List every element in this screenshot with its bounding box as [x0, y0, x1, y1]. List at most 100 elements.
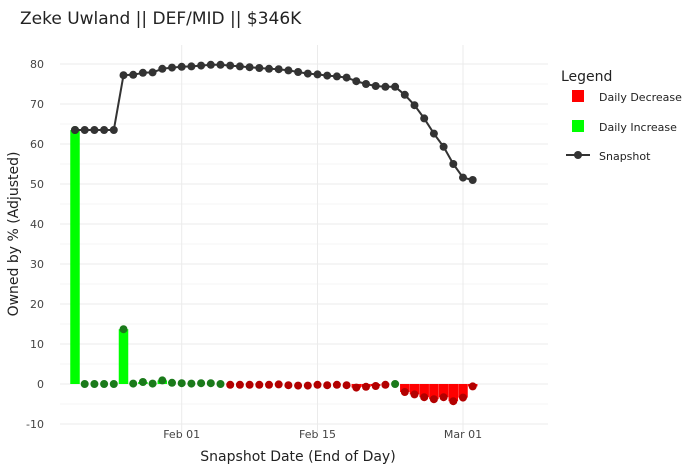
snapshot-point — [177, 62, 186, 71]
y-tick-label: -10 — [26, 418, 44, 431]
decrease-bar — [429, 384, 439, 400]
snapshot-point — [129, 70, 138, 79]
y-axis-title: Owned by % (Adjusted) — [6, 152, 22, 317]
change-point — [449, 397, 458, 406]
change-point — [216, 380, 225, 388]
change-point — [90, 380, 99, 388]
change-point — [391, 380, 400, 388]
y-tick-label: 40 — [30, 218, 44, 231]
change-point — [313, 380, 322, 389]
change-point — [410, 390, 419, 399]
snapshot-point — [439, 142, 448, 151]
x-tick-label: Feb 01 — [163, 428, 200, 441]
change-point — [303, 381, 312, 390]
snapshot-point — [332, 72, 341, 81]
snapshot-point — [449, 160, 458, 168]
snapshot-point — [420, 114, 429, 123]
snapshot-point — [255, 64, 264, 72]
snapshot-point — [148, 68, 157, 77]
axis-ticks: -10 0 10 20 30 40 50 60 70 80 Feb 01 Feb 15 Mar 01 — [26, 58, 482, 441]
plot-bars — [70, 130, 478, 402]
snapshot-point — [100, 126, 109, 134]
snapshot-point — [119, 71, 128, 80]
change-point — [187, 379, 196, 388]
snapshot-point — [391, 82, 400, 91]
snapshot-point — [468, 176, 477, 184]
decrease-bar — [409, 384, 420, 395]
legend-increase-label: Daily Increase — [599, 121, 677, 134]
snapshot-point — [352, 77, 361, 86]
x-tick-label: Feb 15 — [299, 428, 336, 441]
x-axis-title: Snapshot Date (End of Day) — [200, 449, 395, 464]
change-point — [429, 395, 438, 404]
decrease-bar — [438, 384, 449, 398]
snapshot-point — [226, 61, 235, 70]
y-tick-label: 20 — [30, 298, 44, 311]
snapshot-point — [216, 60, 225, 69]
snapshot-point — [459, 173, 467, 182]
change-point — [158, 376, 167, 385]
snapshot-point — [138, 68, 147, 77]
snapshot-point — [410, 101, 419, 110]
snapshot-point — [274, 65, 283, 74]
change-point — [294, 381, 303, 390]
snapshot-point — [323, 71, 332, 80]
y-tick-label: 80 — [30, 58, 44, 71]
change-point — [245, 380, 254, 389]
chart-title: Zeke Uwland || DEF/MID || $346K — [20, 9, 302, 29]
legend-snapshot-point — [574, 151, 582, 159]
change-point — [129, 379, 138, 388]
snapshot-point — [342, 73, 351, 82]
y-tick-label: 0 — [37, 378, 44, 391]
change-point — [332, 380, 341, 389]
y-tick-label: 10 — [30, 338, 44, 351]
change-point — [371, 382, 380, 390]
snapshot-point — [71, 126, 79, 134]
plot-grid — [60, 45, 548, 432]
change-point — [381, 380, 390, 389]
change-point — [148, 379, 157, 388]
snapshot-point — [206, 60, 215, 69]
snapshot-point — [158, 64, 167, 73]
legend-increase-swatch — [572, 120, 584, 132]
change-point — [468, 382, 477, 391]
decrease-bar — [458, 384, 468, 398]
snapshot-point — [371, 82, 380, 90]
decrease-bar — [448, 384, 459, 402]
change-point — [138, 378, 147, 386]
change-point — [100, 380, 109, 388]
snapshot-point — [109, 126, 118, 134]
change-point — [109, 380, 118, 388]
change-point — [352, 383, 361, 392]
snapshot-point — [294, 68, 303, 76]
legend-decrease-swatch — [572, 90, 584, 102]
change-point — [206, 379, 215, 388]
legend: Legend Daily Decrease Daily Increase Sna… — [561, 69, 682, 163]
change-point — [439, 393, 448, 402]
y-tick-label: 70 — [30, 98, 44, 111]
x-tick-label: Mar 01 — [444, 428, 482, 441]
snapshot-point — [381, 82, 390, 91]
change-point — [342, 381, 351, 390]
snapshot-point — [90, 126, 99, 134]
increase-bar — [118, 329, 129, 384]
change-point — [323, 381, 332, 390]
legend-snapshot-label: Snapshot — [599, 150, 651, 163]
change-point — [197, 379, 206, 388]
snapshot-point — [303, 69, 312, 78]
change-point — [168, 378, 176, 387]
change-point — [226, 380, 235, 389]
snapshot-point — [284, 66, 293, 75]
change-point — [177, 379, 186, 388]
change-point — [362, 382, 370, 391]
snapshot-point — [400, 90, 409, 99]
change-point — [400, 388, 409, 396]
snapshot-point — [235, 62, 244, 71]
change-point — [274, 380, 283, 389]
y-tick-label: 30 — [30, 258, 44, 271]
decrease-bar — [419, 384, 429, 398]
snapshot-point — [80, 126, 89, 134]
y-tick-label: 60 — [30, 138, 44, 151]
